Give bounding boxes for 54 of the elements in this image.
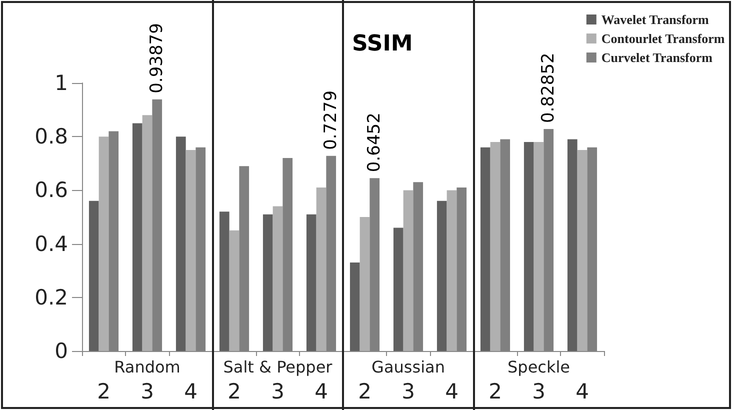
x-tick-label: 2 — [358, 380, 372, 404]
data-label: 0.93879 — [147, 23, 168, 94]
x-tick-label: 2 — [488, 380, 502, 404]
x-tick-label: 3 — [140, 380, 154, 404]
y-tick-label: 0.4 — [34, 232, 68, 256]
bar — [98, 136, 109, 351]
bar — [480, 147, 490, 351]
data-label: 0.7279 — [321, 90, 342, 150]
y-tick-label: 1 — [54, 71, 68, 95]
y-tick-label: 0.2 — [34, 285, 68, 310]
bar — [262, 214, 273, 351]
bar — [132, 123, 142, 351]
legend-label: Wavelet Transform — [601, 12, 710, 27]
text: Speckle — [507, 358, 570, 376]
bar — [360, 217, 370, 351]
x-tick-label: 4 — [184, 380, 198, 404]
bar — [577, 150, 588, 351]
bar — [393, 228, 404, 351]
x-tick-label: 3 — [532, 380, 546, 404]
x-tick-label: 4 — [314, 380, 328, 404]
y-tick-label: 0.8 — [34, 124, 68, 149]
bar — [142, 115, 152, 351]
x-tick-label: 3 — [402, 380, 415, 404]
y-tick-label: 0.6 — [34, 178, 68, 202]
bar — [219, 212, 230, 351]
bar — [350, 262, 360, 351]
x-tick-label: 4 — [576, 380, 589, 404]
bar — [436, 200, 447, 351]
x-tick-label: 3 — [271, 380, 284, 404]
legend-label: Contourlet Transform — [601, 31, 725, 46]
bar — [490, 142, 500, 351]
bar — [306, 214, 316, 351]
bar — [316, 188, 326, 351]
bar — [229, 230, 240, 351]
bar — [567, 139, 578, 351]
x-tick-label: 2 — [97, 380, 110, 404]
bar — [88, 200, 99, 351]
legend-label: Curvelet Transform — [601, 50, 713, 65]
text: Random — [114, 358, 180, 376]
bar — [534, 142, 544, 351]
chart-title: SSIM — [352, 32, 413, 56]
y-tick-label: 0 — [54, 339, 68, 363]
bar — [446, 190, 457, 351]
x-tick-label: 4 — [445, 380, 458, 404]
bar — [176, 136, 186, 351]
text: Gaussian — [372, 358, 445, 376]
x-tick-label: 2 — [228, 380, 241, 404]
bar — [272, 206, 283, 351]
bar — [524, 142, 534, 351]
bar — [186, 150, 196, 351]
bar — [403, 190, 414, 351]
data-label: 0.82852 — [538, 52, 559, 123]
data-label: 0.6452 — [364, 112, 385, 172]
text: Salt & Pepper — [223, 358, 333, 376]
